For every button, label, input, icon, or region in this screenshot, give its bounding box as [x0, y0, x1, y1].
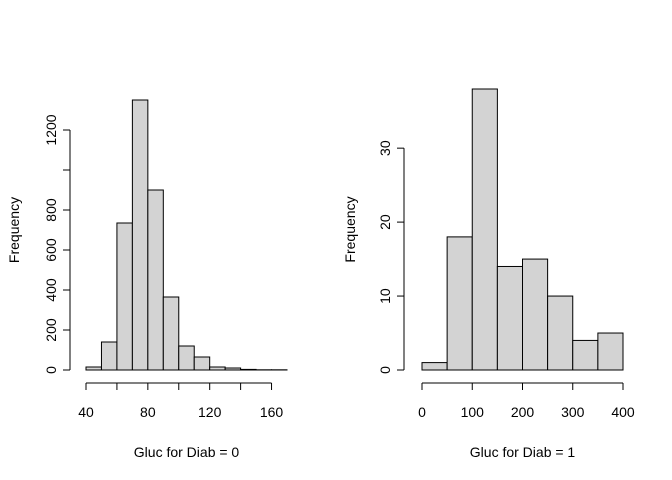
- histogram-panel-diab-0: 40 80 120 160 0 200 400 600 800 1200 Gluc for Di…: [6, 99, 288, 460]
- histogram-bar: [597, 332, 624, 371]
- x-axis-diab-1: 0 100 200 300 400: [418, 382, 635, 420]
- histogram-bar: [209, 366, 226, 371]
- y-tick-label: 200: [43, 318, 59, 342]
- histogram-bar: [572, 339, 599, 371]
- x-tick-label: 400: [611, 404, 635, 420]
- y-tick-label: 600: [43, 238, 59, 262]
- y-tick-label: 0: [43, 366, 59, 374]
- y-tick-label: 1200: [43, 114, 59, 145]
- y-axis-diab-0: 0 200 400 600 800 1200: [43, 114, 71, 374]
- x-axis-diab-0: 40 80 120 160: [78, 382, 284, 420]
- histogram-bar: [421, 362, 448, 371]
- histogram-bar: [193, 356, 211, 371]
- bars-diab-0: [85, 99, 288, 371]
- y-axis-label-diab-0: Frequency: [6, 197, 22, 263]
- y-tick-label: 30: [377, 140, 393, 156]
- x-tick-label: 40: [78, 404, 94, 420]
- histogram-bar: [116, 222, 133, 371]
- y-axis-label-diab-1: Frequency: [342, 196, 358, 262]
- y-axis-diab-1: 0 10 20 30: [377, 140, 405, 374]
- histogram-bar: [131, 99, 149, 371]
- y-tick-label: 10: [377, 288, 393, 304]
- x-axis-label-diab-0: Gluc for Diab = 0: [134, 444, 240, 460]
- y-tick-label: 20: [377, 214, 393, 230]
- histogram-bar: [162, 296, 180, 371]
- x-tick-label: 0: [418, 404, 426, 420]
- histogram-bar: [224, 367, 242, 371]
- histogram-bar: [240, 368, 257, 371]
- histogram-bar: [522, 258, 549, 371]
- histogram-bar: [100, 341, 118, 371]
- histogram-bar: [496, 265, 523, 371]
- histogram-bar: [547, 295, 574, 371]
- x-axis-label-diab-1: Gluc for Diab = 1: [470, 444, 576, 460]
- x-tick-label: 120: [198, 404, 222, 420]
- histogram-bar: [178, 345, 195, 371]
- x-tick-label: 200: [511, 404, 535, 420]
- x-tick-label: 100: [461, 404, 485, 420]
- histogram-bar: [147, 189, 164, 371]
- bars-diab-1: [421, 88, 624, 371]
- y-tick-label: 0: [377, 366, 393, 374]
- y-tick-label: 800: [43, 198, 59, 222]
- histogram-bar: [471, 88, 498, 371]
- x-tick-label: 300: [561, 404, 585, 420]
- histogram-bar: [446, 236, 473, 371]
- y-tick-label: 400: [43, 278, 59, 302]
- x-tick-label: 160: [260, 404, 284, 420]
- histogram-bar: [85, 366, 102, 371]
- x-tick-label: 80: [140, 404, 156, 420]
